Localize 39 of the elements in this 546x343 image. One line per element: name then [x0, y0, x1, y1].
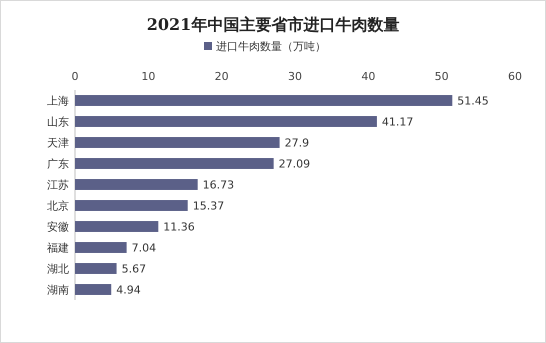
bar — [75, 221, 158, 232]
y-tick-label: 北京 — [47, 200, 69, 212]
bar — [75, 242, 127, 253]
chart-title: 2021年中国主要省市进口牛肉数量 — [146, 15, 400, 34]
x-tick-label: 60 — [508, 70, 522, 83]
legend-label: 进口牛肉数量（万吨） — [216, 40, 326, 53]
y-tick-label: 上海 — [47, 94, 69, 108]
data-label: 5.67 — [122, 262, 146, 276]
x-tick-label: 20 — [214, 70, 229, 83]
y-tick-label: 山东 — [47, 116, 69, 128]
data-label: 51.45 — [457, 94, 489, 108]
data-label: 41.17 — [382, 116, 414, 128]
bar — [75, 116, 377, 127]
x-tick-label: 50 — [434, 70, 449, 83]
bar — [75, 263, 117, 274]
bar — [75, 158, 274, 169]
x-tick-label: 0 — [72, 70, 78, 83]
data-label: 4.94 — [116, 284, 141, 296]
bar — [75, 137, 280, 148]
data-label: 27.9 — [284, 136, 310, 150]
data-label: 16.73 — [202, 178, 234, 192]
y-tick-label: 广东 — [47, 158, 69, 170]
y-tick-label: 江苏 — [47, 178, 69, 192]
bar — [75, 200, 188, 211]
x-tick-label: 40 — [361, 70, 376, 83]
data-label: 15.37 — [192, 200, 224, 212]
y-tick-label: 湖北 — [47, 262, 69, 276]
bar — [75, 179, 198, 190]
bar — [75, 284, 112, 295]
x-tick-label: 30 — [288, 70, 302, 83]
bar — [75, 95, 452, 106]
y-tick-label: 福建 — [47, 242, 69, 254]
y-tick-label: 湖南 — [47, 284, 69, 296]
data-label: 27.09 — [278, 158, 310, 170]
x-tick-label: 10 — [141, 70, 156, 83]
y-tick-label: 天津 — [47, 136, 69, 150]
y-tick-label: 安徽 — [47, 220, 69, 234]
data-label: 7.04 — [132, 242, 156, 254]
data-label: 11.36 — [163, 220, 195, 234]
